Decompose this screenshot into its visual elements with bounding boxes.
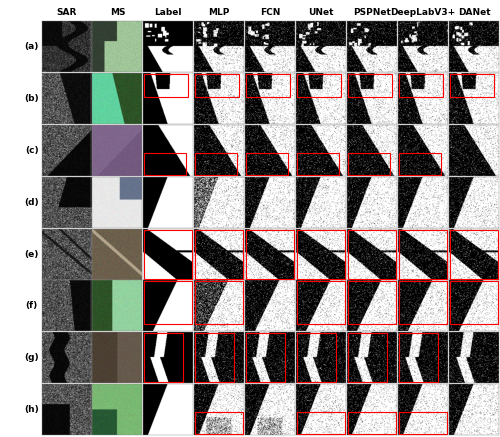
- Text: (d): (d): [24, 198, 39, 207]
- Text: DeepLabV3+: DeepLabV3+: [390, 8, 456, 17]
- Text: UNet: UNet: [308, 8, 334, 17]
- Text: PSPNet: PSPNet: [353, 8, 391, 17]
- Text: DANet: DANet: [458, 8, 490, 17]
- Text: SAR: SAR: [56, 8, 76, 17]
- Text: Label: Label: [154, 8, 182, 17]
- Text: (e): (e): [24, 250, 39, 259]
- Text: FCN: FCN: [260, 8, 280, 17]
- Text: (f): (f): [26, 302, 38, 310]
- Text: (c): (c): [25, 146, 38, 155]
- Text: (h): (h): [24, 405, 39, 414]
- Text: (b): (b): [24, 94, 39, 103]
- Text: (g): (g): [24, 354, 39, 362]
- Text: MLP: MLP: [208, 8, 230, 17]
- Text: (a): (a): [24, 42, 39, 51]
- Text: MS: MS: [110, 8, 125, 17]
